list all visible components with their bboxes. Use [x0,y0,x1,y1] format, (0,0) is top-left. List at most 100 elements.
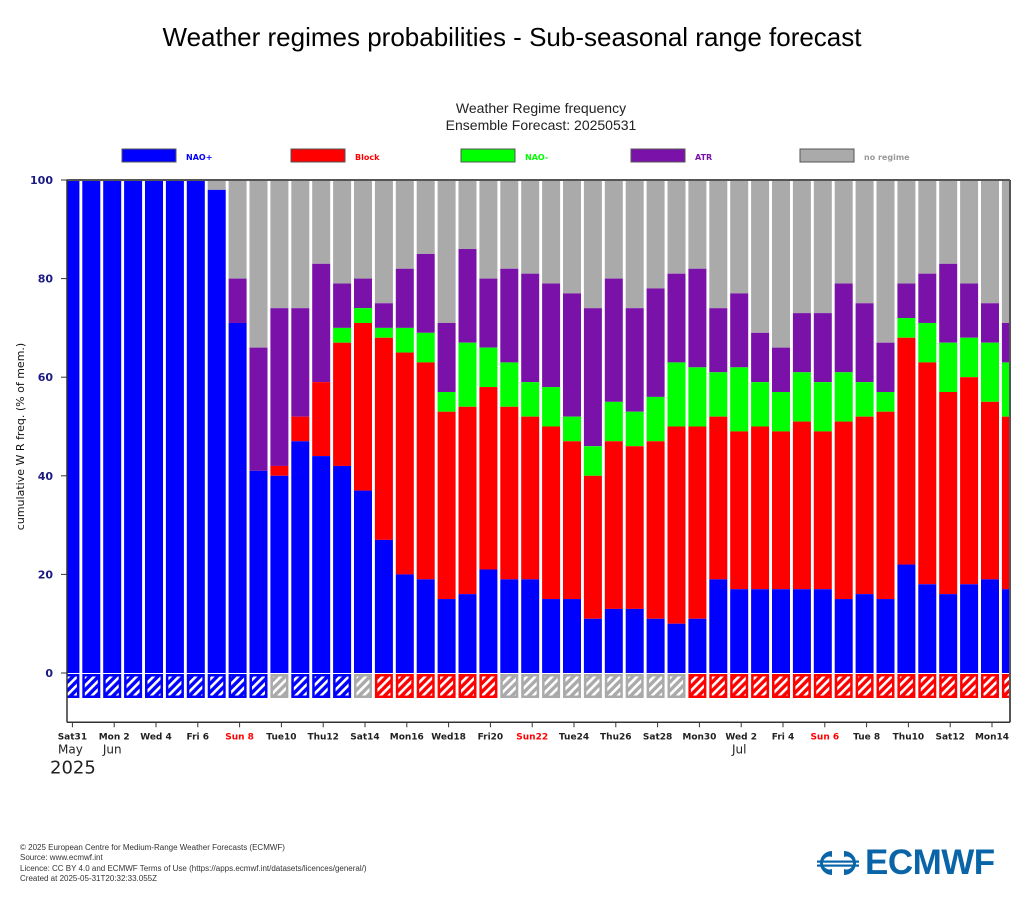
dominant-regime-hatch [962,676,976,696]
bar-segment-nao- [960,584,979,673]
bar-segment-atr [897,283,916,319]
bar-segment-nao- [437,599,456,673]
bar-segment-nao- [333,327,352,343]
bar-segment-nao- [834,599,853,673]
dominant-regime-hatch [105,676,119,696]
legend-label: NAO+ [186,153,212,162]
dominant-regime-hatch [398,676,412,696]
bar-segment-no-regime [1001,180,1010,323]
bar-segment-nao- [1001,589,1010,673]
bar-segment-nao- [67,180,80,673]
bar-segment-nao- [228,322,247,673]
legend-swatch [799,148,855,163]
bar-segment-no-regime [625,180,644,309]
bar-segment-no-regime [772,180,790,348]
month-label: Jun [102,742,122,756]
x-tick-label: Wed 4 [140,732,172,742]
bar-segment-nao- [897,564,916,673]
bar-segment-no-regime [876,180,895,343]
bar-segment-block [688,426,707,619]
dominant-regime-hatch [335,676,349,696]
dominant-regime-hatch [481,676,495,696]
dominant-regime-hatch [774,676,788,696]
legend-swatch [460,148,516,163]
x-tick-label: Sun 6 [810,732,839,742]
bar-segment-nao- [291,441,310,673]
bar-segment-block [312,382,331,457]
bar-segment-block [730,431,749,590]
x-tick-label: Fri20 [478,732,504,742]
bar-segment-block [333,342,352,466]
copyright-line: © 2025 European Centre for Medium-Range … [20,843,285,852]
dominant-regime-hatch [147,676,161,696]
bar-segment-nao- [333,465,352,673]
bar-segment-atr [521,273,540,383]
dominant-regime-hatch [795,676,809,696]
dominant-regime-hatch [189,676,203,696]
bar-segment-nao- [604,401,623,442]
bar-segment-nao- [625,608,644,673]
bar-segment-nao- [395,574,414,673]
bar-segment-nao- [165,180,184,673]
dominant-regime-hatch [377,676,391,696]
bar-segment-block [604,441,623,609]
dominant-regime-hatch [84,676,98,696]
bar-segment-nao- [709,372,728,417]
dominant-regime-hatch [502,676,516,696]
bar-segment-block [855,416,874,595]
dominant-regime-hatch [461,676,474,696]
bar-segment-no-regime [709,180,728,309]
bar-segment-nao- [437,391,456,412]
bar-segment-nao- [374,327,393,338]
bar-segment-block [939,391,958,595]
bar-segment-block [374,337,393,540]
bar-segment-no-regime [960,180,979,284]
bar-segment-block [751,426,770,590]
bar-segment-no-regime [374,180,393,304]
bar-segment-block [981,401,999,580]
bar-segment-atr [960,283,979,338]
axes-layer: 0 20 40 60 80 100 cumulative W R freq. (% of m… [14,174,1011,778]
chart-subtitle: Ensemble Forecast: 20250531 [446,117,637,133]
bar-segment-block [625,446,644,609]
dominant-regime-hatch [920,676,934,696]
bar-segment-nao- [521,579,540,673]
bar-segment-block [479,387,498,570]
bar-segment-no-regime [730,180,749,294]
x-tick-label: Mon16 [390,732,424,742]
bar-segment-block [1001,416,1010,590]
bar-segment-nao- [479,569,498,673]
bar-segment-nao- [207,189,226,674]
x-tick-label: Thu10 [893,732,924,742]
dominant-regime-hatch [544,676,558,696]
month-label: May [58,742,83,756]
bar-segment-atr [646,288,665,397]
bar-segment-nao- [688,367,707,427]
bar-segment-nao- [751,589,770,673]
bar-segment-atr [834,283,853,373]
dominant-regime-hatch [858,676,872,696]
bar-segment-nao- [981,342,999,402]
bar-segment-nao- [124,180,143,673]
bar-segment-atr [437,322,456,392]
bar-segment-nao- [688,618,707,673]
bar-segment-nao- [145,180,163,673]
bar-segment-nao- [521,382,540,417]
x-tick-label: Mon14 [975,732,1009,742]
bar-segment-block [813,431,832,590]
y-tick-label: 20 [38,568,54,581]
dominant-regime-hatch [252,676,265,696]
bar-segment-nao- [500,579,519,673]
bar-segment-nao- [416,579,435,673]
bar-segment-no-regime [500,180,519,269]
dominant-regime-hatch [565,676,579,696]
bar-segment-nao- [646,618,665,673]
dominant-regime-hatch [983,676,997,696]
bar-segment-block [542,426,561,600]
bar-segment-block [709,416,728,580]
bar-segment-nao- [813,382,832,432]
page-title: Weather regimes probabilities - Sub-seas… [162,22,862,52]
dominant-regime-hatch [67,676,77,696]
bar-segment-atr [939,263,958,343]
bar-segment-atr [751,332,770,383]
